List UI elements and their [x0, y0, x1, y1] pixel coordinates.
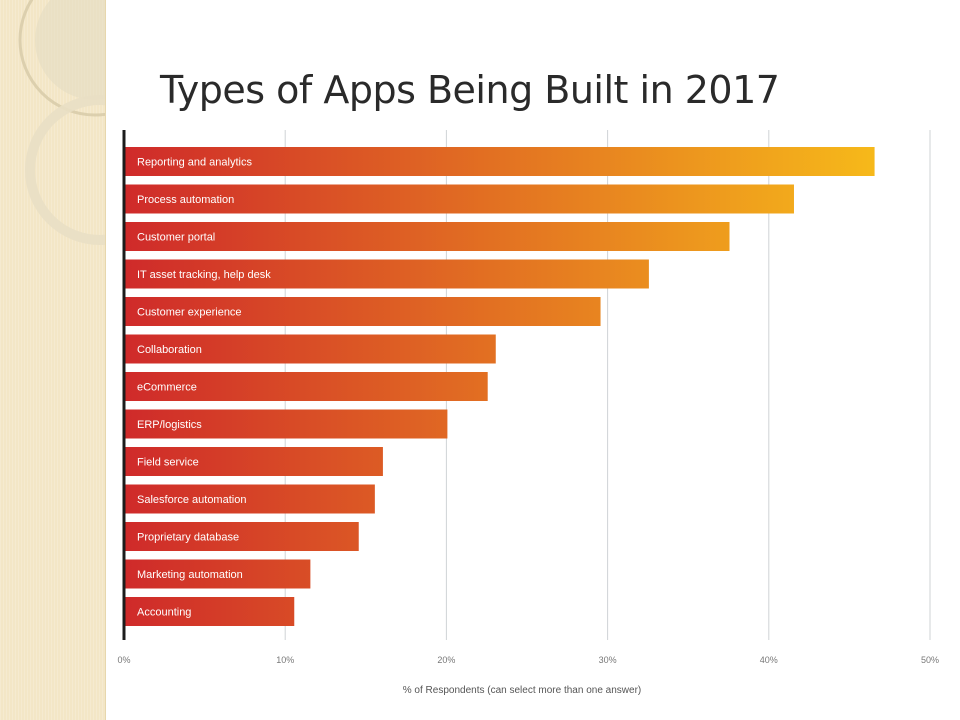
bar [125, 597, 295, 626]
bar-label: ERP/logistics [137, 419, 202, 431]
decorative-circles [18, 0, 105, 245]
bar [125, 147, 875, 176]
bar [125, 259, 649, 289]
bar-label: Collaboration [137, 344, 202, 356]
x-tick-label: 50% [921, 655, 939, 665]
bar [125, 184, 794, 214]
bar-label: eCommerce [137, 382, 197, 394]
bar-label: IT asset tracking, help desk [137, 269, 271, 281]
decorative-side-strip [0, 0, 106, 720]
bar-label: Accounting [137, 607, 191, 619]
bar [125, 484, 375, 514]
x-tick-label: 10% [276, 655, 294, 665]
bar [125, 522, 359, 551]
bar [125, 334, 496, 364]
bar [125, 297, 601, 326]
bar-label: Marketing automation [137, 569, 243, 581]
bar-label: Field service [137, 457, 199, 469]
bar-label: Proprietary database [137, 532, 239, 544]
bar-label: Process automation [137, 194, 234, 206]
x-tick-label: 30% [599, 655, 617, 665]
bar-label: Reporting and analytics [137, 157, 252, 169]
bar [125, 222, 730, 251]
bar-label: Customer portal [137, 232, 215, 244]
x-tick-label: 40% [760, 655, 778, 665]
x-axis-title: % of Respondents (can select more than o… [403, 685, 641, 696]
slide-title: Types of Apps Being Built in 2017 [160, 68, 780, 112]
bar-label: Salesforce automation [137, 494, 246, 506]
bar [125, 447, 383, 476]
bar [125, 372, 488, 401]
bar-label: Customer experience [137, 307, 242, 319]
bar [125, 409, 448, 439]
bar [125, 559, 311, 589]
x-tick-label: 20% [437, 655, 455, 665]
x-tick-label: 0% [117, 655, 130, 665]
